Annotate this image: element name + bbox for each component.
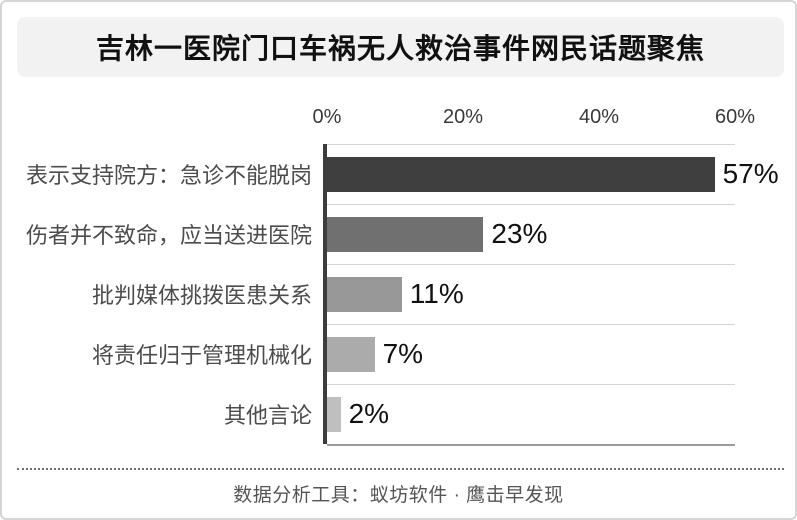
y-axis-line: [323, 144, 327, 444]
bar: [327, 276, 402, 312]
dotted-divider: [17, 468, 784, 470]
x-axis-tick-label: 20%: [442, 106, 484, 128]
grid-line: [327, 264, 735, 265]
x-axis-tick-label: 0%: [312, 106, 342, 128]
bar-value-label: 57%: [722, 158, 779, 189]
data-source-note: 数据分析工具：蚁坊软件 · 鹰击早发现: [233, 485, 564, 506]
category-label: 将责任归于管理机械化: [91, 343, 312, 368]
grid-line: [327, 384, 735, 385]
bar: [327, 396, 341, 432]
chart-title-box: 吉林一医院门口车祸无人救治事件网民话题聚焦: [17, 17, 784, 77]
bar-row: 11%: [327, 264, 795, 324]
bar-value-label: 11%: [409, 278, 464, 309]
x-axis-tick-label: 60%: [714, 106, 756, 128]
category-label: 表示支持院方：急诊不能脱岗: [25, 163, 312, 188]
bar: [327, 336, 375, 372]
category-labels: 表示支持院方：急诊不能脱岗 伤者并不致命，应当送进医院批判媒体挑拨医患关系 将责任归…: [8, 144, 312, 444]
category-label: 其他言论: [223, 403, 312, 428]
bar-row: 7%: [327, 324, 795, 384]
category-label: 批判媒体挑拨医患关系: [91, 283, 312, 308]
x-axis-bottom-line: [327, 444, 735, 446]
bar: [327, 156, 715, 192]
x-axis-tick-label: 40%: [578, 106, 620, 128]
plot-area: 57% 23% 11% 7% 2%: [323, 144, 779, 446]
bar-value-label: 2%: [348, 398, 390, 429]
bar-value-label: 23%: [491, 218, 548, 249]
grid-line: [327, 144, 735, 145]
bar-row: 57%: [327, 144, 795, 204]
x-axis-ticks: 0% 20% 40% 60%: [313, 106, 755, 132]
bar-row: 2%: [327, 384, 795, 444]
bar-row: 23%: [327, 204, 795, 264]
bar: [327, 216, 484, 252]
grid-line: [327, 324, 735, 325]
bar-value-label: 7%: [382, 338, 424, 369]
chart-title: 吉林一医院门口车祸无人救治事件网民话题聚焦: [95, 33, 705, 64]
category-label: 伤者并不致命，应当送进医院: [25, 223, 312, 248]
grid-line: [327, 204, 735, 205]
